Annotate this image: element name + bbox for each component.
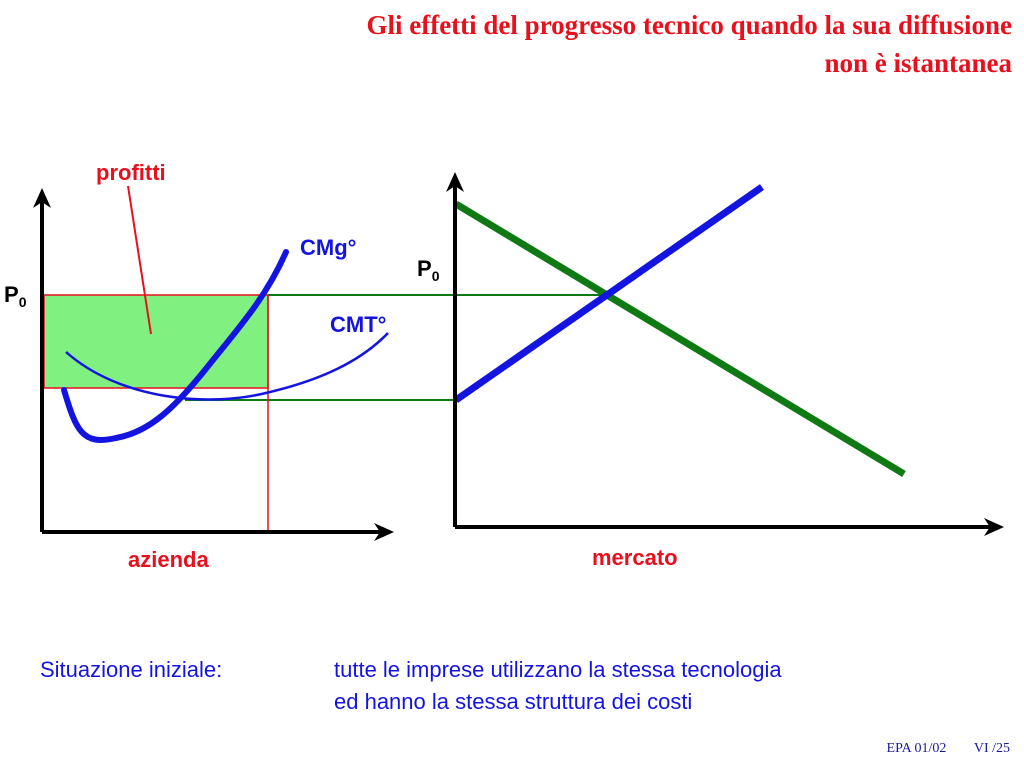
profit-pointer-line	[127, 185, 152, 335]
note-line-1: tutte le imprese utilizzano la stessa te…	[334, 657, 782, 682]
atc-curve	[65, 332, 389, 401]
note-key: Situazione iniziale:	[40, 657, 223, 682]
right-x-axis-arrow	[984, 518, 1004, 536]
left-x-axis-arrow	[374, 523, 394, 541]
mc-label: CMg°	[300, 235, 356, 260]
atc-label: CMT°	[330, 312, 386, 337]
footer-page: VI /25	[973, 741, 1010, 756]
right-price-subscript: 0	[432, 268, 440, 284]
left-x-label: azienda	[128, 547, 209, 572]
slide-footer: EPA 01/02 VI /25	[863, 741, 1010, 757]
left-price-subscript: 0	[19, 294, 27, 310]
left-y-axis-arrow	[33, 188, 51, 208]
profit-area	[43, 294, 269, 389]
right-price-symbol: P	[417, 256, 432, 281]
right-x-label: mercato	[592, 545, 678, 570]
right-y-axis-arrow	[446, 172, 464, 192]
left-price-symbol: P	[4, 282, 19, 307]
demand-line	[454, 201, 906, 477]
title-line-1: Gli effetti del progresso tecnico quando…	[366, 10, 1012, 40]
left-price-label: P0	[4, 282, 27, 310]
slide-title: Gli effetti del progresso tecnico quando…	[112, 6, 1012, 82]
supply-line	[454, 184, 764, 403]
profit-label: profitti	[96, 160, 166, 185]
footer-course: EPA 01/02	[886, 741, 947, 756]
right-price-label: P0	[417, 256, 440, 284]
note-line-2: ed hanno la stessa struttura dei costi	[334, 689, 693, 714]
mc-curve	[61, 249, 289, 443]
title-line-2: non è istantanea	[824, 48, 1012, 78]
